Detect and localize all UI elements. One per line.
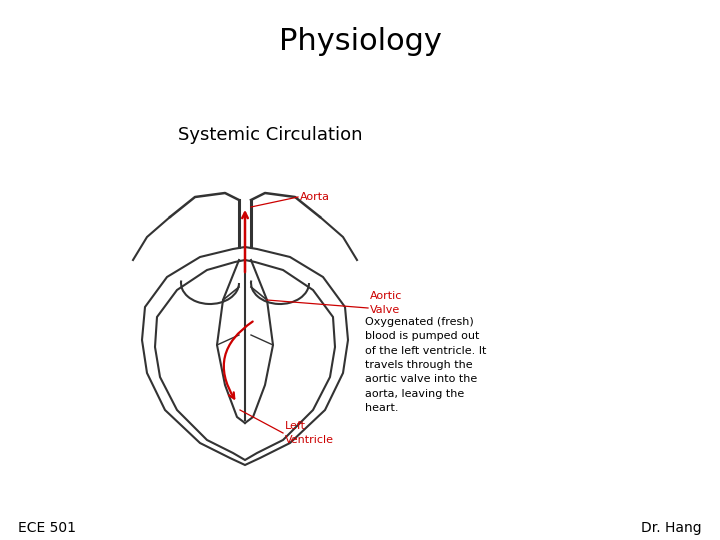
Text: Systemic Circulation: Systemic Circulation	[178, 126, 362, 144]
Text: ECE 501: ECE 501	[18, 521, 76, 535]
Text: Dr. Hang: Dr. Hang	[642, 521, 702, 535]
Text: Left
Ventricle: Left Ventricle	[285, 421, 334, 444]
Text: Aortic
Valve: Aortic Valve	[370, 292, 402, 315]
Text: Aorta: Aorta	[300, 192, 330, 202]
Text: Oxygenated (fresh)
blood is pumped out
of the left ventricle. It
travels through: Oxygenated (fresh) blood is pumped out o…	[365, 317, 487, 413]
Text: Physiology: Physiology	[279, 28, 441, 57]
